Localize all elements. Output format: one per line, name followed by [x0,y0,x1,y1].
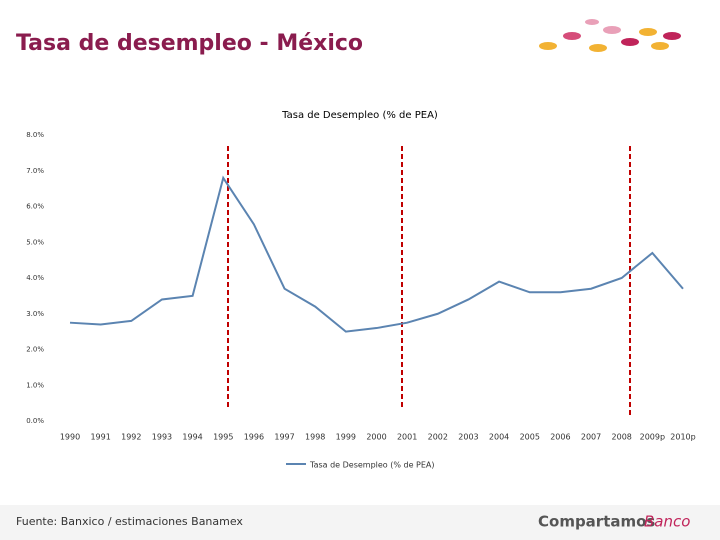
x-tick-label: 2009p [640,433,665,442]
x-tick-label: 1999 [336,433,356,442]
x-tick-label: 2000 [366,433,386,442]
x-tick-label: 2008 [612,433,632,442]
x-tick-label: 2007 [581,433,601,442]
x-tick-label: 1992 [121,433,141,442]
fish-logo [539,19,681,52]
x-tick-label: 1990 [60,433,80,442]
x-tick-label: 2006 [550,433,570,442]
data-line [69,175,684,333]
chart-title: Tasa de Desempleo (% de PEA) [281,110,438,121]
x-tick-label: 2004 [489,433,509,442]
x-tick-label: 1998 [305,433,325,442]
x-tick-label: 1996 [244,433,264,442]
x-tick-label: 1997 [274,433,294,442]
footer-band [0,505,720,540]
y-tick-label: 5.0% [26,238,44,246]
y-tick-label: 2.0% [26,346,44,354]
x-tick-label: 1993 [152,433,172,442]
x-tick-label: 2010p [670,433,695,442]
y-tick-label: 0.0% [26,417,44,425]
slide-title: Tasa de desempleo - México [16,31,363,56]
x-tick-label: 2001 [397,433,417,442]
y-tick-label: 8.0% [26,131,44,139]
logo-sub: Banco [644,513,690,531]
logo-brand: Compartamos [538,513,655,531]
y-tick-label: 3.0% [26,310,44,318]
y-tick-label: 6.0% [26,203,44,211]
y-tick-label: 7.0% [26,167,44,175]
x-tick-label: 1995 [213,433,233,442]
legend-label: Tasa de Desempleo (% de PEA) [309,461,435,470]
x-tick-label: 2002 [428,433,448,442]
y-tick-label: 4.0% [26,274,44,282]
crisis-markers [227,146,631,418]
y-tick-label: 1.0% [26,381,44,389]
x-tick-label: 1994 [182,433,202,442]
footer-source: Fuente: Banxico / estimaciones Banamex [16,515,243,528]
x-tick-label: 2003 [458,433,478,442]
x-tick-label: 1991 [90,433,110,442]
x-tick-label: 2005 [520,433,540,442]
